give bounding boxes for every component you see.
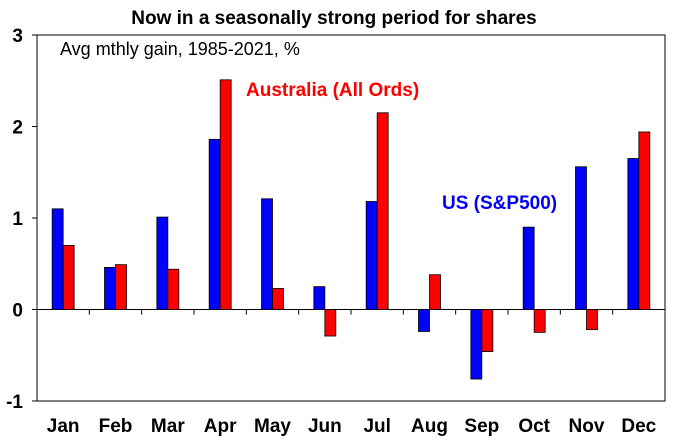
- y-tick-label: -1: [6, 392, 23, 413]
- y-tick-label: 2: [12, 118, 23, 139]
- bar-australia-apr: [219, 79, 232, 310]
- bar-us-jun: [313, 286, 326, 310]
- bar-australia-dec: [638, 131, 651, 310]
- bar-us-dec: [627, 158, 640, 310]
- bars: [51, 79, 651, 380]
- x-tick-label: Dec: [621, 416, 656, 437]
- x-tick-label: Nov: [569, 416, 605, 437]
- x-tick-label: Jun: [308, 416, 342, 437]
- bar-australia-jul: [376, 112, 389, 310]
- bar-us-oct: [522, 226, 535, 310]
- bar-australia-sep: [481, 309, 494, 352]
- chart-title: Now in a seasonally strong period for sh…: [131, 8, 536, 29]
- annotation-australia: Australia (All Ords): [246, 80, 419, 101]
- bar-australia-aug: [429, 274, 441, 310]
- bar-us-mar: [156, 216, 169, 310]
- y-tick-label: 3: [12, 26, 23, 47]
- bar-australia-jan: [62, 245, 75, 310]
- chart-subtitle: Avg mthly gain, 1985-2021, %: [60, 39, 300, 59]
- bar-us-jul: [365, 201, 378, 310]
- bar-us-may: [261, 198, 273, 310]
- x-tick-label: Jan: [47, 416, 80, 437]
- bar-us-feb: [104, 267, 116, 310]
- bar-us-apr: [208, 138, 221, 310]
- bar-us-jan: [51, 208, 64, 310]
- x-tick-label: Feb: [99, 416, 133, 437]
- x-tick-label: Apr: [204, 416, 237, 437]
- x-axis: Jan Feb Mar Apr May Jun Jul Aug Sep Oct Nov Dec: [37, 309, 665, 437]
- x-tick-label: Aug: [411, 416, 448, 437]
- bar-australia-feb: [115, 264, 127, 310]
- y-tick-label: 0: [12, 301, 23, 322]
- y-axis: 3 2 1 0 -1: [6, 26, 37, 413]
- y-tick-label: 1: [12, 209, 23, 230]
- x-tick-label: Mar: [151, 416, 185, 437]
- x-tick-label: May: [254, 416, 291, 437]
- x-tick-label: Jul: [363, 416, 390, 437]
- x-tick-label: Oct: [518, 416, 550, 437]
- bar-australia-may: [272, 288, 284, 310]
- bar-australia-jun: [324, 309, 337, 337]
- bar-us-sep: [470, 309, 483, 380]
- x-tick-label: Sep: [464, 416, 499, 437]
- bar-australia-nov: [586, 309, 598, 331]
- annotation-us: US (S&P500): [442, 193, 557, 214]
- bar-us-aug: [418, 309, 430, 332]
- bar-us-nov: [575, 166, 587, 310]
- bar-australia-mar: [167, 268, 180, 310]
- bar-australia-oct: [533, 309, 546, 333]
